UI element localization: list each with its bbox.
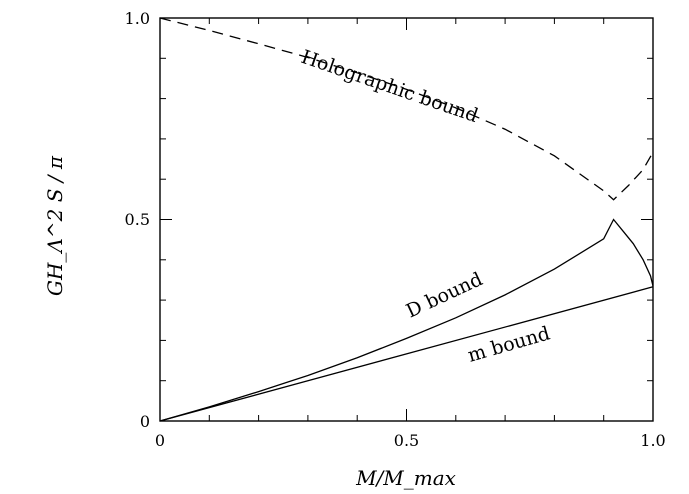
x-tick-label: 0.5 <box>394 431 419 450</box>
series-line-3 <box>159 286 654 422</box>
series-layer <box>159 17 654 422</box>
d-bound-label: D bound <box>403 268 486 322</box>
plot-frame <box>159 17 654 422</box>
y-tick-label: 0.5 <box>125 210 150 229</box>
holographic-bound-label: Holographic bound <box>298 46 481 127</box>
x-tick-label: 0 <box>155 431 165 450</box>
x-tick-label: 1.0 <box>640 431 665 450</box>
x-axis-title: M/M_max <box>355 466 456 490</box>
y-tick-label: 0 <box>140 412 150 431</box>
tick-marks <box>160 18 653 421</box>
m-bound-label: m bound <box>465 322 552 366</box>
y-tick-label: 1.0 <box>125 9 150 28</box>
series-line-2 <box>159 218 654 422</box>
series-line-1 <box>159 17 654 201</box>
y-axis-title: GH_Λ^2 S / π <box>43 155 67 296</box>
